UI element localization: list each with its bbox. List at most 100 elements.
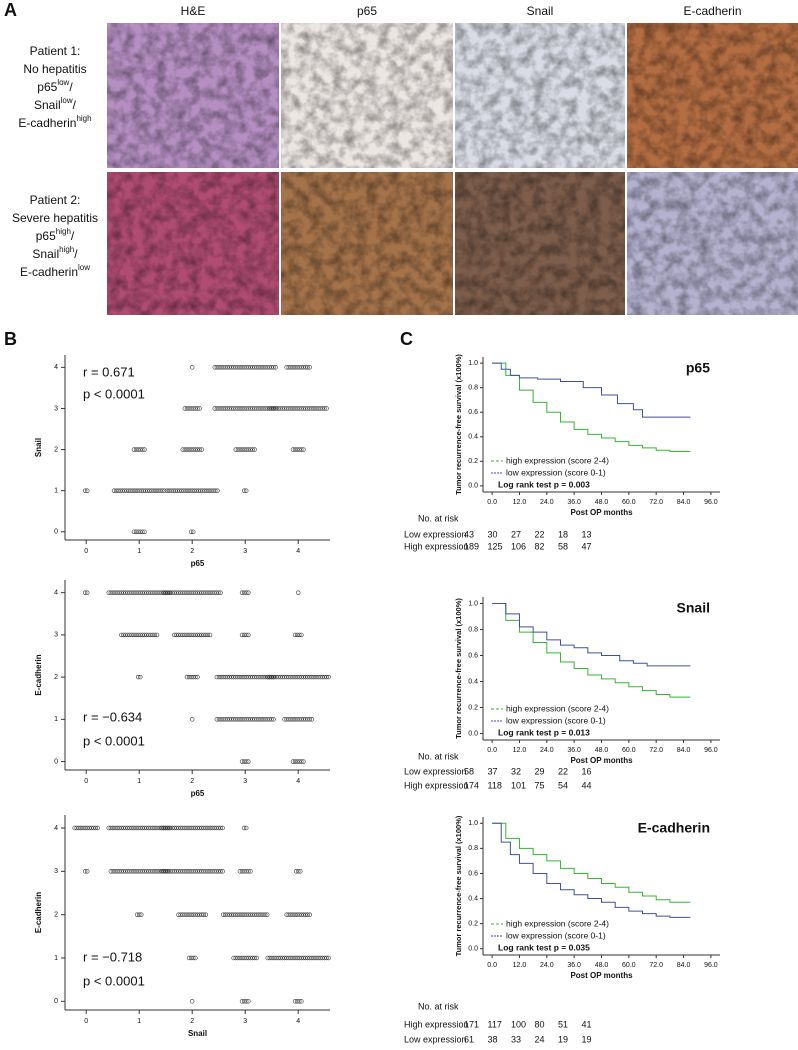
x-tick-label: 12.0: [513, 499, 527, 506]
point: [250, 406, 255, 411]
point: [209, 590, 215, 595]
risk-row-label: High expression: [404, 1019, 469, 1029]
point: [301, 674, 306, 680]
point: [318, 674, 323, 680]
point: [191, 406, 196, 411]
point: [80, 825, 86, 831]
point: [262, 912, 268, 917]
point: [250, 955, 255, 961]
column-header: E-cadherin: [683, 4, 741, 18]
point: [271, 717, 276, 722]
risk-count: 27: [511, 529, 521, 539]
point: [214, 825, 219, 831]
point: [159, 590, 164, 595]
point: [110, 590, 116, 595]
point: [188, 632, 194, 638]
point: [172, 825, 177, 831]
row-label: Severe hepatitis: [12, 211, 98, 225]
point-cluster: [131, 529, 147, 534]
log-rank: Log rank test p = 0.035: [498, 942, 590, 952]
point: [320, 674, 325, 680]
point: [282, 406, 287, 411]
point: [239, 365, 245, 370]
survival-curve: [492, 603, 691, 698]
x-axis-label: p65: [191, 789, 205, 798]
point: [167, 825, 173, 831]
risk-row-label: High expression: [404, 541, 469, 551]
point-cluster: [284, 365, 312, 370]
point: [267, 674, 273, 680]
point: [191, 447, 196, 452]
point: [235, 674, 241, 680]
risk-count: 171: [464, 1019, 479, 1029]
point: [254, 912, 259, 917]
point: [297, 717, 302, 722]
point: [186, 869, 192, 874]
point: [231, 912, 236, 917]
point: [227, 365, 232, 370]
point: [117, 590, 122, 595]
point: [125, 632, 130, 638]
point: [108, 825, 114, 831]
x-tick-label: 72.0: [649, 962, 663, 969]
point: [252, 447, 257, 452]
chart-title: p65: [686, 360, 710, 376]
point: [147, 488, 152, 493]
point: [184, 869, 190, 874]
x-tick-label: 4: [296, 778, 300, 785]
point: [193, 632, 198, 638]
point: [152, 869, 158, 874]
point: [201, 632, 206, 638]
point: [127, 590, 132, 595]
y-tick-label: 3: [54, 868, 58, 875]
point: [288, 717, 294, 722]
point-cluster: [134, 912, 144, 917]
point: [292, 447, 298, 452]
point: [307, 955, 312, 961]
row-label-part: Patient 2:: [30, 193, 81, 207]
point: [267, 955, 273, 961]
micrograph-texture: [107, 23, 279, 168]
point: [127, 632, 132, 638]
point: [126, 488, 131, 493]
point: [172, 632, 177, 638]
point: [290, 447, 296, 452]
point: [133, 590, 139, 595]
y-tick-label: 0.0: [468, 483, 478, 490]
point: [176, 590, 181, 595]
point: [237, 406, 243, 411]
point: [203, 590, 209, 595]
point: [246, 912, 251, 917]
point: [180, 447, 185, 452]
point: [82, 590, 88, 595]
point: [166, 488, 172, 493]
point: [260, 912, 266, 917]
point: [212, 365, 217, 370]
point: [191, 529, 196, 534]
point-cluster: [290, 759, 306, 764]
micrograph-texture: [627, 172, 798, 315]
legend-label: low expression (score 0-1): [506, 467, 606, 477]
point: [311, 674, 317, 680]
point: [197, 632, 202, 638]
point: [244, 488, 249, 493]
risk-count: 19: [582, 1034, 592, 1044]
point: [218, 717, 224, 722]
point: [248, 365, 253, 370]
point: [184, 406, 190, 411]
point: [218, 674, 224, 680]
point: [299, 912, 304, 917]
point: [256, 674, 262, 680]
point: [218, 825, 223, 831]
point: [72, 825, 77, 831]
risk-count: 125: [488, 541, 503, 551]
point: [229, 365, 234, 370]
point: [305, 912, 310, 917]
point: [244, 674, 249, 680]
legend-label: low expression (score 0-1): [506, 930, 606, 940]
micrograph-texture: [455, 23, 625, 168]
row-label-part: E-cadherin: [18, 116, 76, 130]
x-tick-label: 48.0: [595, 747, 609, 754]
point: [248, 447, 253, 452]
point: [309, 717, 315, 722]
